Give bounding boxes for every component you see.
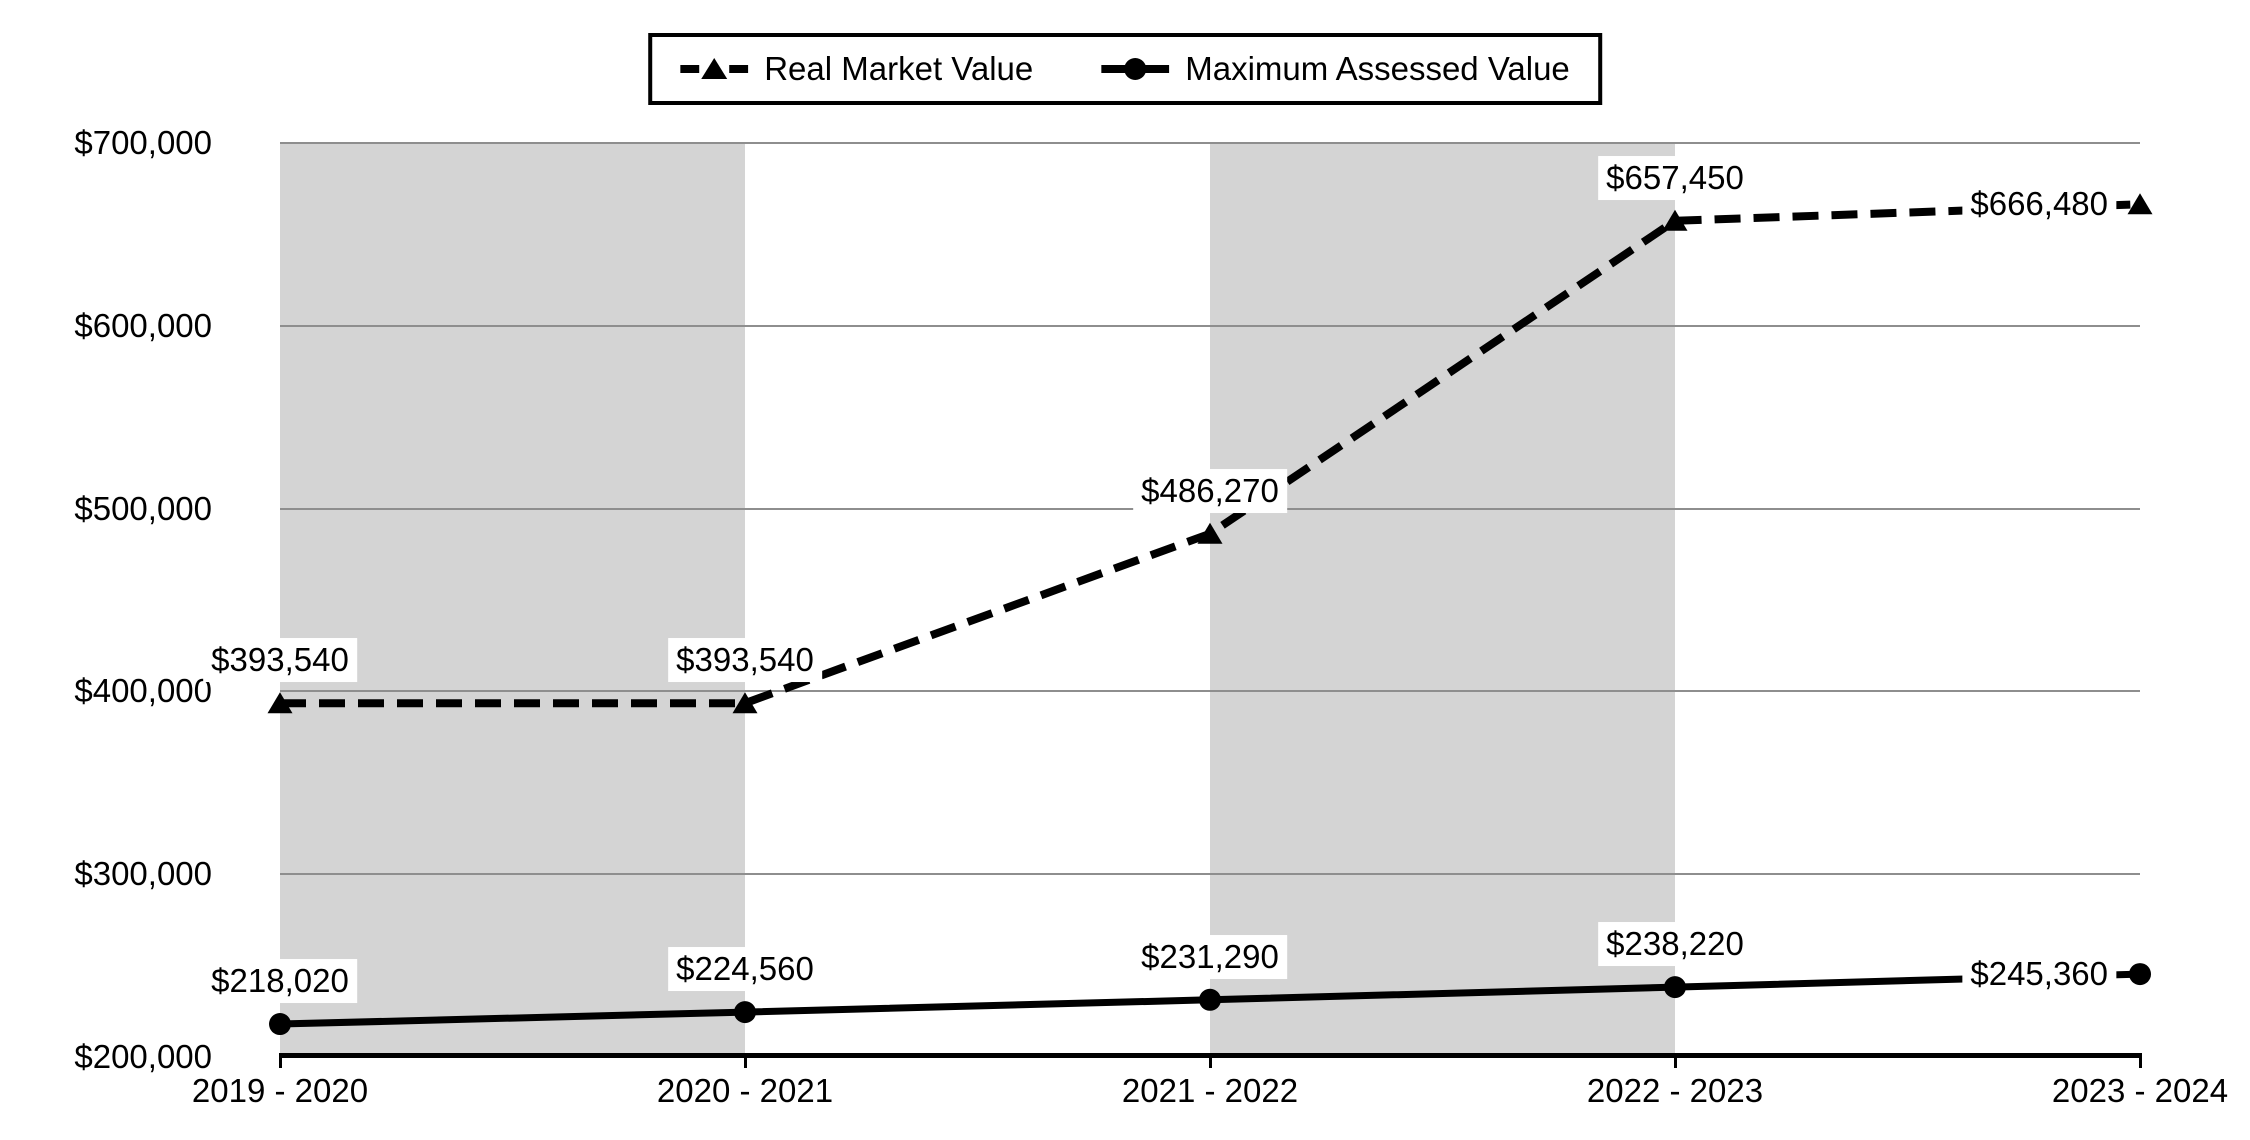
triangle-marker — [1662, 209, 1688, 231]
data-label: $224,560 — [668, 947, 822, 992]
x-axis-label: 2023 - 2024 — [2051, 1072, 2229, 1109]
gridline — [280, 142, 2140, 144]
x-axis-tick — [743, 1058, 747, 1068]
circle-marker — [269, 1013, 291, 1036]
y-axis-tick-label: $600,000 — [74, 306, 212, 344]
triangle-marker — [267, 692, 293, 714]
data-label: $218,020 — [203, 959, 357, 1004]
data-label: $657,450 — [1598, 155, 1752, 200]
data-label: $245,360 — [1962, 952, 2116, 997]
data-label: $393,540 — [668, 638, 822, 683]
real-market-value-line — [280, 200, 2141, 708]
legend: Real Market Value Maximum Assessed Value — [648, 33, 1602, 105]
data-label: $231,290 — [1133, 934, 1287, 979]
shaded-band — [280, 143, 745, 1057]
circle-marker — [1199, 988, 1221, 1011]
circle-marker — [1664, 976, 1686, 999]
plot-area: $393,540 $393,540 $486,270 $657,450 $666,480… — [203, 142, 2153, 1057]
y-axis-tick-label: $400,000 — [74, 672, 212, 710]
x-axis-tick — [278, 1058, 282, 1068]
triangle-marker — [1197, 522, 1223, 544]
triangle-marker — [732, 692, 758, 714]
x-axis-tick — [1208, 1058, 1212, 1068]
x-axis-line — [279, 1053, 2142, 1058]
circle-marker — [2129, 963, 2151, 986]
shaded-band — [1210, 143, 1675, 1057]
triangle-marker — [2127, 193, 2153, 215]
solid-line-circle-icon — [1101, 58, 1170, 80]
data-label: $393,540 — [203, 638, 357, 683]
data-label: $666,480 — [1962, 182, 2116, 227]
legend-label-maximum-assessed-value: Maximum Assessed Value — [1185, 50, 1570, 87]
x-axis-label: 2022 - 2023 — [1586, 1072, 1764, 1109]
circle-marker — [734, 1001, 756, 1024]
data-label: $238,220 — [1598, 922, 1752, 967]
legend-item-maximum-assessed-value: Maximum Assessed Value — [1101, 50, 1570, 88]
gridline — [280, 873, 2140, 876]
y-axis-tick-label: $300,000 — [74, 855, 212, 893]
y-axis-tick-label: $200,000 — [74, 1038, 212, 1075]
x-axis-tick — [2138, 1058, 2142, 1068]
x-axis-label: 2020 - 2021 — [656, 1072, 834, 1109]
x-axis-label: 2021 - 2022 — [1121, 1072, 1299, 1109]
series-plot-svg — [267, 193, 2153, 1036]
x-axis-label: 2019 - 2020 — [191, 1072, 369, 1109]
legend-label-real-market-value: Real Market Value — [764, 50, 1034, 87]
dashed-line-triangle-icon — [680, 58, 749, 79]
gridline — [280, 324, 2140, 327]
x-axis-tick — [1673, 1058, 1677, 1068]
legend-item-real-market-value: Real Market Value — [680, 50, 1033, 88]
y-axis-tick-label: $500,000 — [74, 489, 212, 527]
y-axis-tick-label: $700,000 — [74, 124, 212, 161]
gridline — [280, 690, 2140, 693]
data-label: $486,270 — [1133, 468, 1287, 513]
